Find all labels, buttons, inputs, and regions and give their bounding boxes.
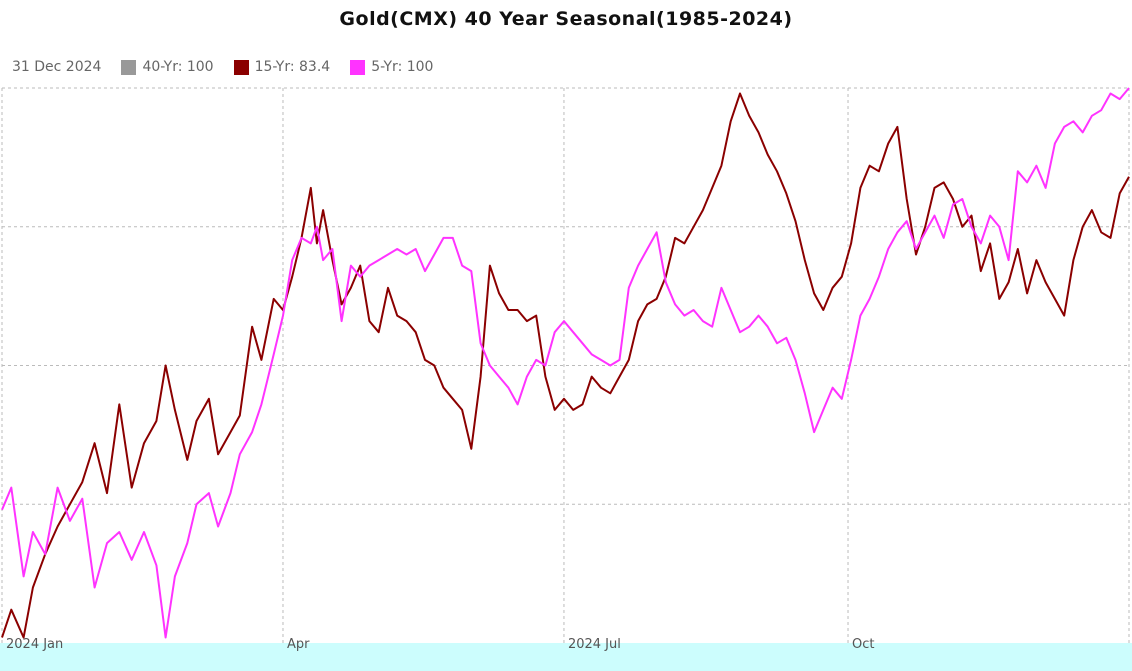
x-tick-label: Apr [287,637,310,652]
chart-title: Gold(CMX) 40 Year Seasonal(1985-2024) [339,8,793,30]
legend-label-5yr: 5-Yr: 100 [371,59,434,75]
series-layer [1,87,1130,639]
legend-label-15yr: 15-Yr: 83.4 [254,59,331,75]
legend-swatch-40yr [121,59,137,75]
series-line-15-yr [1,92,1130,639]
legend-item-5yr[interactable]: 5-Yr: 100 [350,59,433,75]
x-tick-labels: 2024 Jan Apr 2024 Jul Oct [6,637,875,652]
legend-label-40yr: 40-Yr: 100 [142,59,214,75]
legend-swatch-5yr [350,59,366,75]
x-tick-label: Oct [852,637,874,652]
legend: 31 Dec 2024 40-Yr: 100 15-Yr: 83.4 5-Yr:… [12,58,453,76]
x-tick-label: 2024 Jul [568,637,621,652]
x-axis-band [0,643,1132,671]
legend-date: 31 Dec 2024 [12,59,102,75]
legend-item-15yr[interactable]: 15-Yr: 83.4 [233,59,331,75]
legend-item-40yr[interactable]: 40-Yr: 100 [121,59,214,75]
x-tick-label: 2024 Jan [6,637,63,652]
legend-swatch-15yr [233,59,249,75]
series-line-5-yr [1,87,1130,639]
gridlines [1,87,1130,643]
